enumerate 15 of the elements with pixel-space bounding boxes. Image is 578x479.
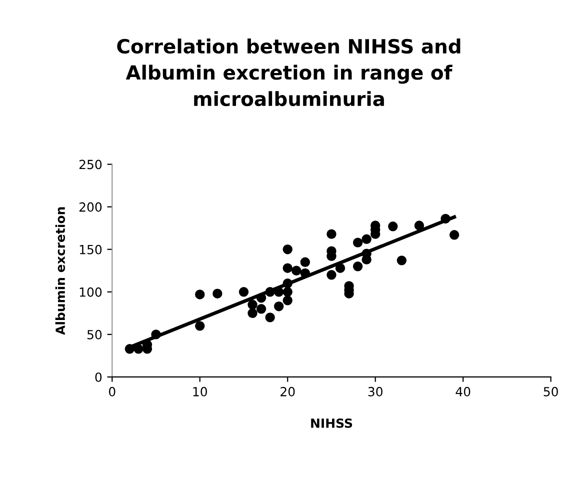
x-tick-label: 40 <box>456 386 470 396</box>
y-tick-label: 0 <box>95 372 102 382</box>
y-tick-label: 250 <box>79 160 102 170</box>
x-tick-label: 10 <box>193 386 207 396</box>
x-tick-label: 50 <box>544 386 558 396</box>
y-axis-title: Albumin excretion <box>55 207 66 335</box>
x-tick-label: 20 <box>280 386 295 396</box>
chart-title: Correlation between NIHSS and Albumin excretion in range of microalbuminuria <box>117 38 460 106</box>
y-tick-label: 200 <box>79 202 102 212</box>
x-axis-title: NIHSS <box>311 418 352 428</box>
x-tick-label: 0 <box>108 386 116 396</box>
y-tick-label: 100 <box>80 287 102 297</box>
y-tick-label: 50 <box>87 330 102 340</box>
y-tick-label: 150 <box>80 244 102 254</box>
x-tick-label: 30 <box>368 386 382 396</box>
